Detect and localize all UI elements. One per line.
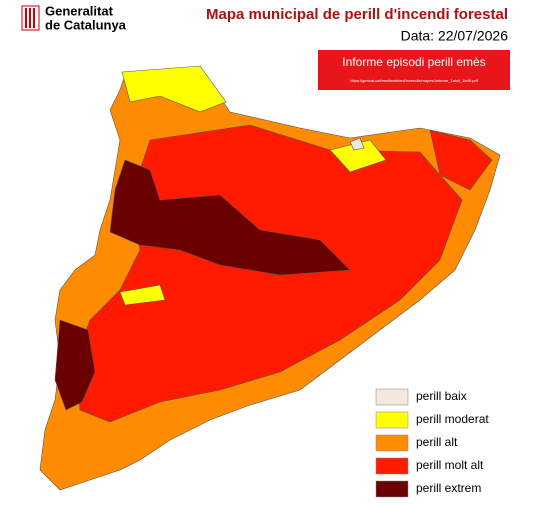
legend-swatch (375, 411, 409, 429)
notice-url[interactable]: https://gencat.cat/mediambient/incendis/… (350, 78, 479, 83)
logo (21, 5, 40, 31)
legend-label: perill extrem (416, 481, 481, 495)
legend-label: perill alt (416, 435, 458, 449)
legend-swatch (375, 480, 409, 498)
region-extrem (109, 159, 351, 276)
map (39, 65, 501, 491)
legend-label: perill moderat (416, 412, 489, 426)
region-moderat (121, 65, 227, 113)
legend-label: perill molt alt (416, 458, 484, 472)
org-name: Generalitat (45, 3, 114, 18)
legend-label: perill baix (416, 389, 467, 403)
region-molt-alt (429, 129, 493, 191)
legend-swatch (375, 388, 409, 406)
org-name: de Catalunya (45, 17, 127, 32)
map-title: Mapa municipal de perill d'incendi fores… (206, 6, 508, 23)
region-extrem (54, 319, 96, 411)
legend-swatch (375, 457, 409, 475)
notice-box[interactable] (318, 50, 510, 90)
logo-stripe (33, 8, 35, 28)
region-moderat (119, 284, 166, 306)
logo-stripe (25, 8, 27, 28)
logo-stripe (29, 8, 31, 28)
legend-swatch (375, 434, 409, 452)
map-date: Data: 22/07/2026 (401, 28, 509, 44)
notice-text[interactable]: Informe episodi perill emès (342, 55, 485, 69)
region-baix (349, 137, 365, 151)
